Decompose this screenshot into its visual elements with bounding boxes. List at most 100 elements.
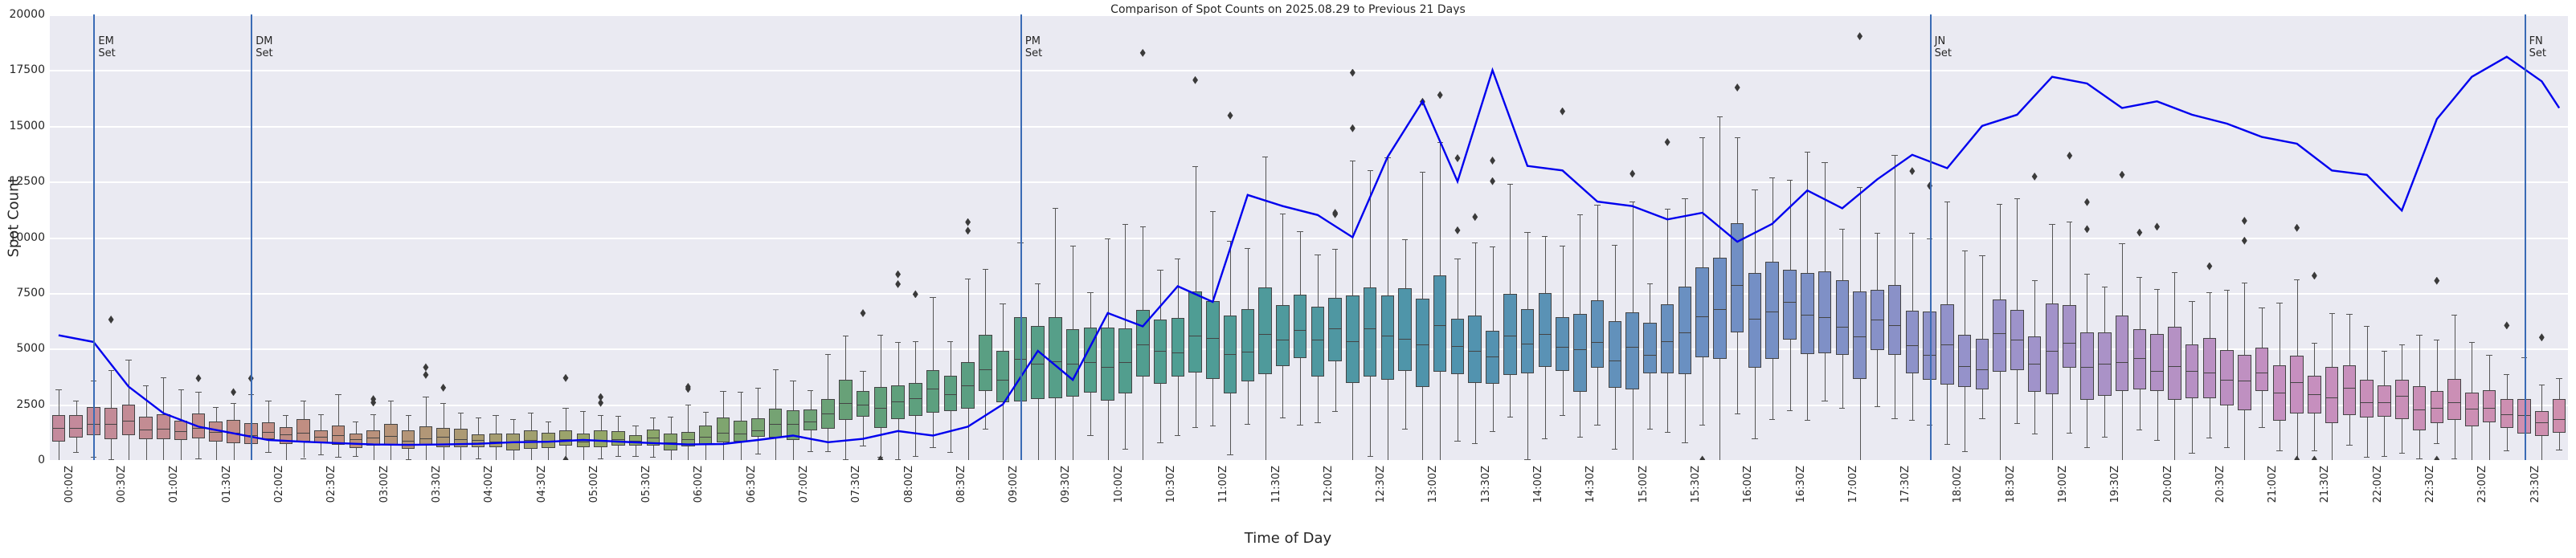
x-axis-label: Time of Day: [1244, 530, 1332, 547]
boxplot-box: [1678, 286, 1692, 375]
boxplot-median: [909, 398, 922, 400]
boxplot-whisker-cap: [1804, 420, 1810, 422]
x-tick-label: 21:30Z: [2319, 466, 2332, 503]
boxplot-median: [1801, 314, 1814, 316]
x-tick-label: 06:00Z: [693, 466, 705, 503]
boxplot-median: [558, 438, 573, 440]
boxplot-median: [1118, 362, 1132, 364]
boxplot-outlier: [877, 455, 884, 460]
boxplot-whisker-cap: [1139, 226, 1146, 228]
boxplot-box: [1363, 287, 1377, 377]
x-tick-label: 22:00Z: [2371, 466, 2384, 503]
boxplot-box: [558, 430, 573, 446]
boxplot-outlier: [1192, 75, 1199, 84]
boxplot-median: [2394, 396, 2409, 397]
boxplot-median: [2045, 351, 2059, 352]
boxplot-outlier: [562, 373, 569, 382]
boxplot-whisker-cap: [1997, 203, 2003, 205]
x-tick-label: 01:30Z: [220, 466, 233, 503]
boxplot-whisker-cap: [632, 456, 639, 458]
event-label-em: EM Set: [98, 35, 116, 59]
boxplot-whisker-cap: [1926, 424, 1933, 426]
boxplot-outlier: [1664, 138, 1670, 146]
boxplot-median: [1468, 350, 1482, 352]
boxplot-outlier: [1857, 32, 1863, 41]
boxplot-whisker-cap: [493, 415, 499, 417]
x-tick-label: 14:30Z: [1584, 466, 1597, 503]
boxplot-box: [2168, 327, 2181, 401]
boxplot-outlier: [895, 270, 902, 279]
boxplot-median: [471, 440, 485, 442]
boxplot-box: [2535, 411, 2549, 436]
boxplot-median: [1258, 334, 1272, 336]
boxplot-median: [314, 437, 328, 438]
boxplot-box: [87, 407, 100, 435]
boxplot-whisker-cap: [475, 458, 481, 459]
boxplot-outlier: [2241, 236, 2247, 245]
boxplot-median: [1083, 361, 1098, 363]
boxplot-box: [2063, 305, 2076, 368]
boxplot-whisker-cap: [2329, 313, 2335, 315]
boxplot-whisker-cap: [1839, 407, 1846, 409]
boxplot-median: [1101, 366, 1114, 368]
boxplot-box: [1380, 295, 1395, 380]
boxplot-whisker-cap: [440, 403, 447, 405]
boxplot-median: [2132, 358, 2147, 360]
x-tick-label: 21:00Z: [2267, 466, 2280, 503]
boxplot-median: [961, 385, 975, 387]
boxplot-whisker-cap: [2049, 224, 2055, 226]
x-tick-label: 15:00Z: [1637, 466, 1650, 503]
gridline: [50, 292, 2568, 295]
x-tick-label: 15:30Z: [1689, 466, 1702, 503]
boxplot-box: [2378, 385, 2391, 417]
boxplot-median: [1538, 334, 1552, 336]
boxplot-outlier: [1349, 124, 1355, 132]
boxplot-median: [1625, 346, 1639, 348]
boxplot-median: [1363, 328, 1377, 329]
boxplot-whisker-cap: [2451, 315, 2458, 316]
boxplot-whisker-cap: [1786, 409, 1793, 411]
y-tick-label: 12500: [9, 175, 45, 189]
boxplot-whisker-cap: [1682, 442, 1688, 444]
boxplot-median: [891, 401, 905, 402]
boxplot-median: [1171, 352, 1185, 353]
boxplot-whisker-cap: [580, 410, 587, 412]
boxplot-median: [1590, 341, 1605, 343]
event-label-fn: FN Set: [2529, 35, 2546, 59]
boxplot-box: [856, 391, 870, 417]
boxplot-box: [926, 370, 940, 413]
event-line-jn: [1929, 14, 1932, 460]
boxplot-median: [1835, 327, 1850, 328]
boxplot-whisker-cap: [1297, 424, 1303, 426]
boxplot-whisker-cap: [1419, 172, 1426, 173]
boxplot-whisker-cap: [1612, 245, 1618, 246]
boxplot-box: [1101, 328, 1114, 401]
boxplot-whisker-cap: [1402, 429, 1409, 430]
boxplot-outlier: [423, 370, 429, 379]
boxplot-outlier: [965, 226, 971, 235]
boxplot-whisker-cap: [2031, 279, 2038, 281]
x-tick-label: 17:30Z: [1899, 466, 1912, 503]
boxplot-whisker: [338, 393, 340, 457]
x-tick-label: 12:00Z: [1322, 466, 1335, 503]
boxplot-median: [121, 421, 136, 422]
boxplot-whisker-cap: [1175, 434, 1181, 436]
boxplot-median: [1031, 363, 1045, 365]
boxplot-whisker-cap: [1961, 450, 1968, 452]
boxplot-whisker-cap: [1752, 438, 1758, 439]
boxplot-box: [2482, 389, 2496, 422]
boxplot-outlier: [423, 363, 429, 372]
x-tick-label: 02:00Z: [273, 466, 286, 503]
boxplot-whisker-cap: [2153, 289, 2161, 291]
boxplot-whisker-cap: [1716, 116, 1723, 118]
boxplot-box: [2080, 332, 2094, 400]
boxplot-whisker-cap: [2521, 357, 2528, 359]
boxplot-whisker-cap: [2346, 314, 2353, 316]
x-tick-label: 19:30Z: [2109, 466, 2122, 503]
boxplot-whisker-cap: [317, 414, 324, 416]
boxplot-whisker-cap: [1682, 198, 1688, 200]
boxplot-whisker-cap: [702, 412, 709, 413]
boxplot-whisker-cap: [2468, 342, 2475, 344]
boxplot-median: [209, 431, 223, 433]
boxplot-whisker-cap: [2504, 373, 2510, 375]
